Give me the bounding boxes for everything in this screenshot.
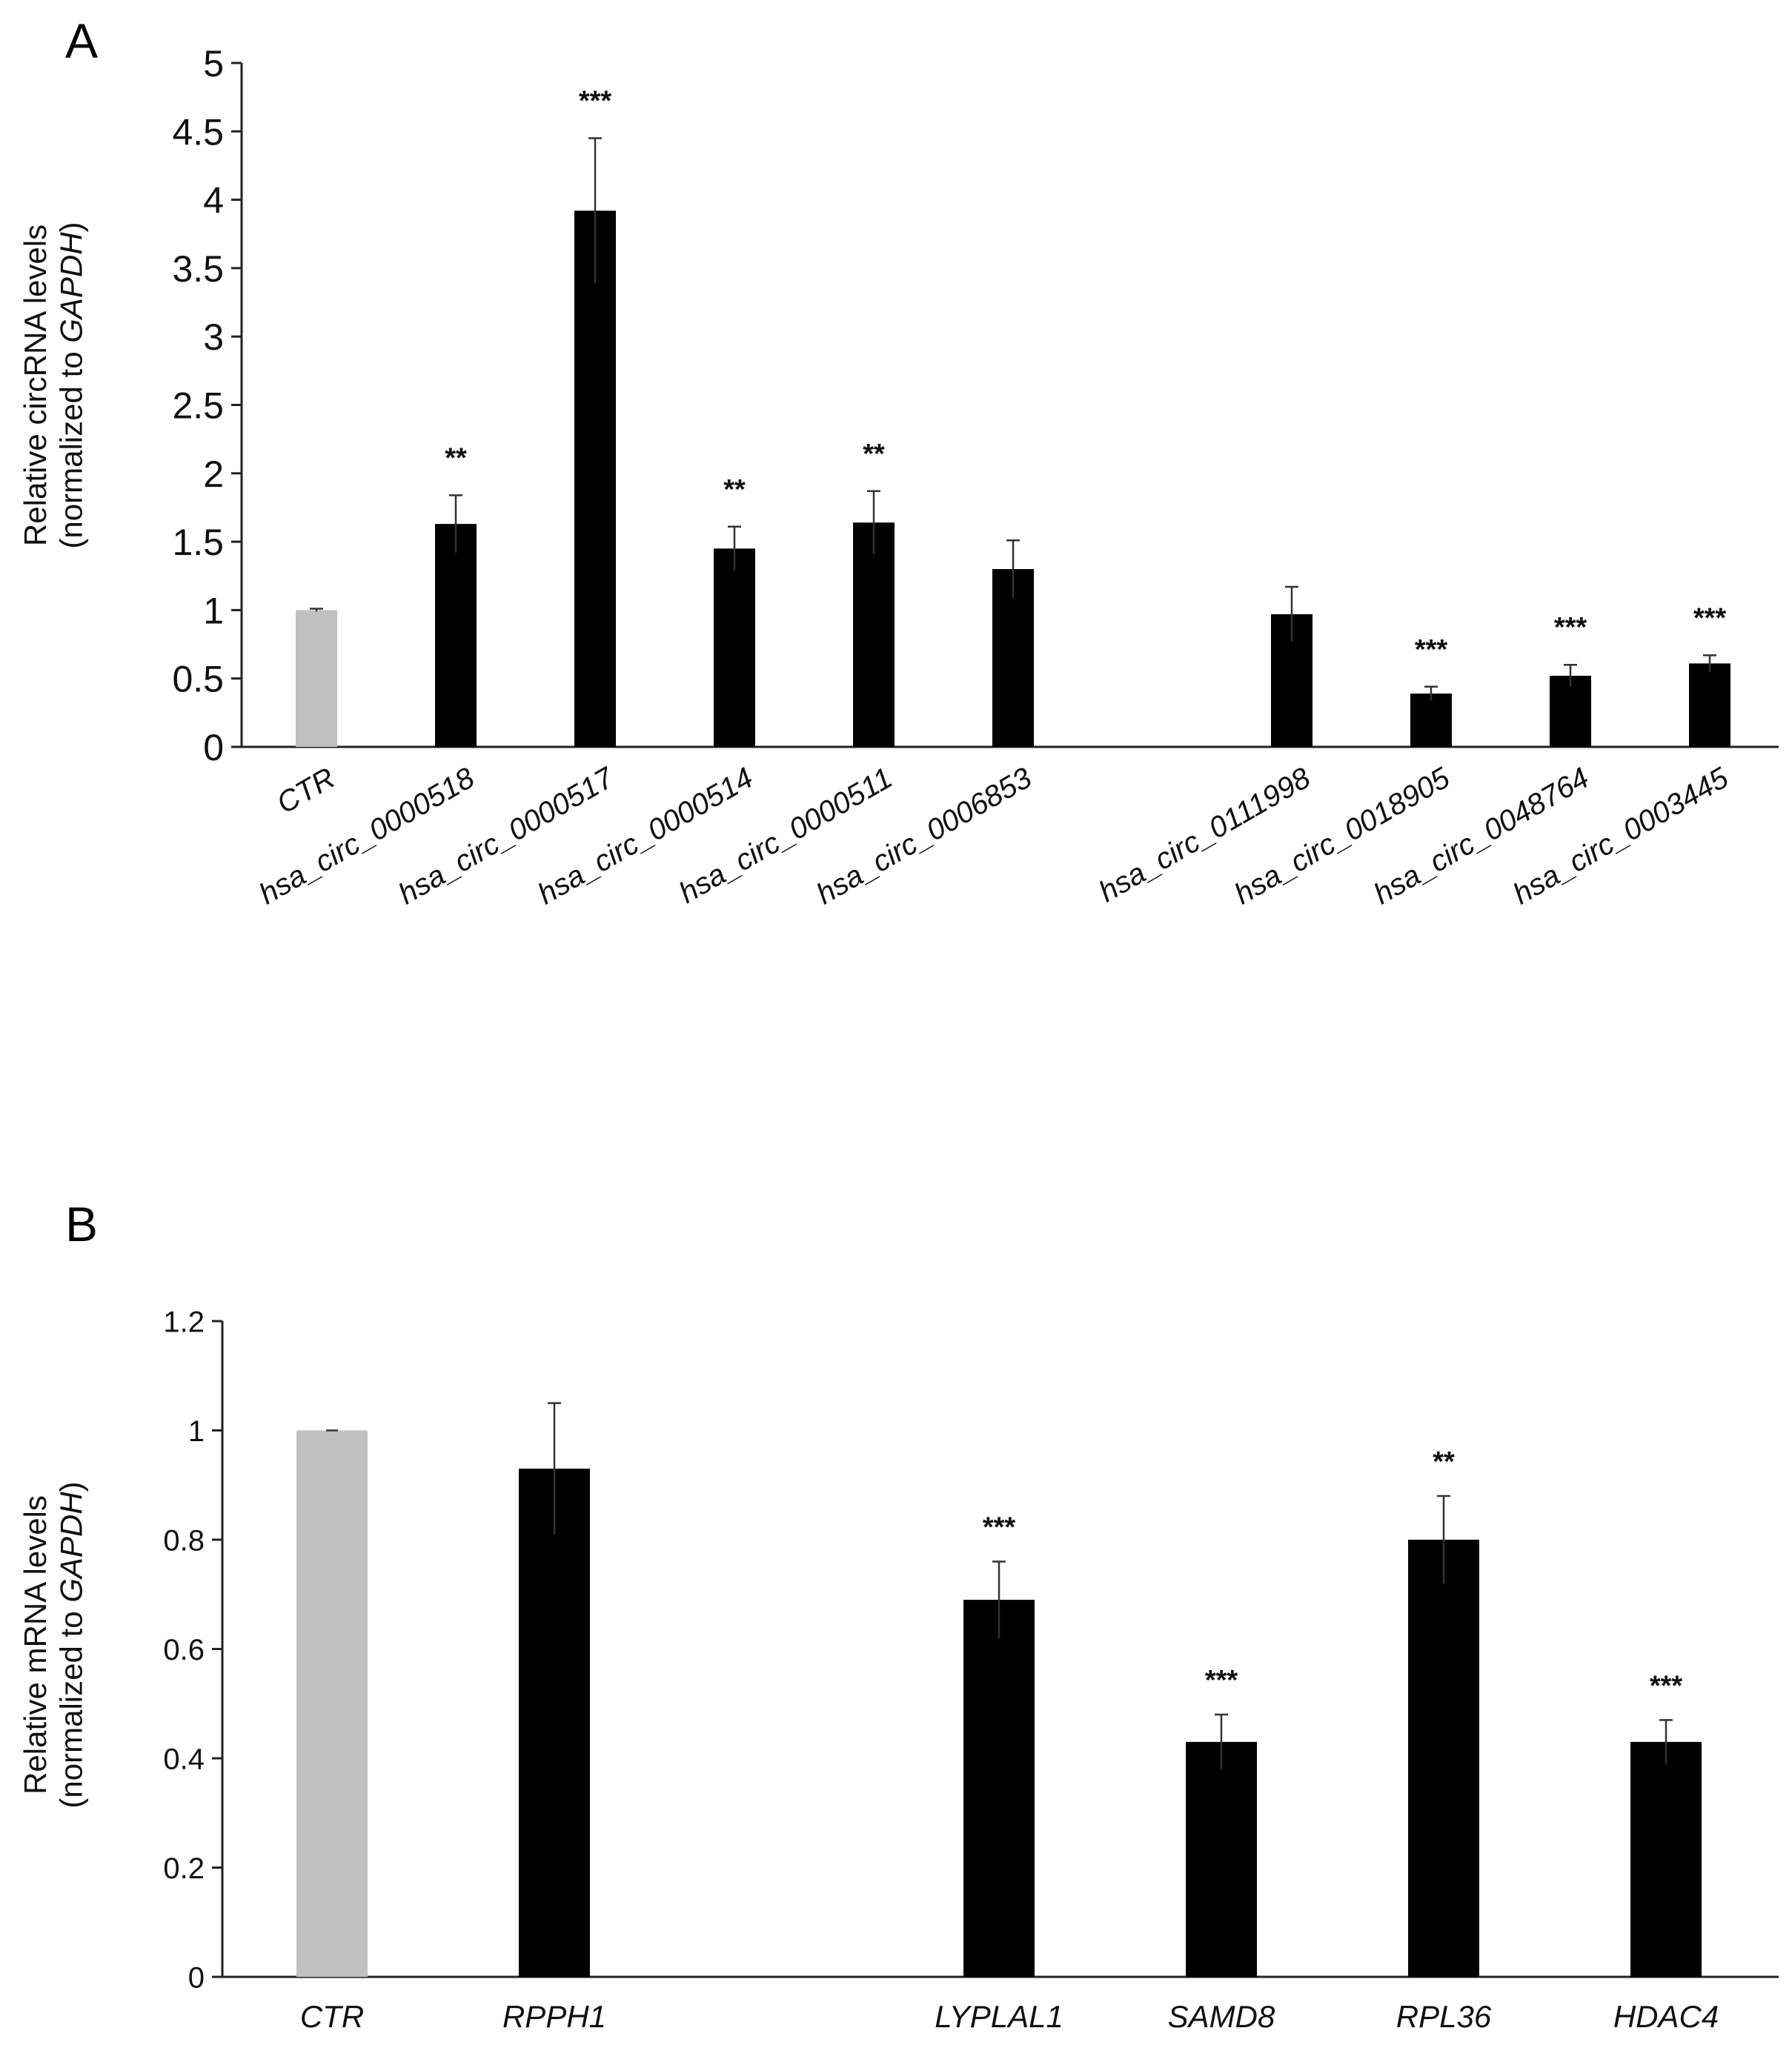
y-tick-label: 0.8 xyxy=(163,1524,205,1557)
y-axis-label-line1: Relative circRNA levels xyxy=(18,225,53,546)
bar xyxy=(1410,694,1452,747)
bar xyxy=(574,210,616,747)
bar xyxy=(1689,663,1730,747)
y-axis-label-line2-gene: GAPDH xyxy=(53,232,88,343)
significance-label: *** xyxy=(1415,634,1448,665)
bar xyxy=(1186,1741,1257,1977)
chart-b: 0 0.2 0.4 0.6 0.8 1 1.2 Relative mRNA levels(no… xyxy=(18,1306,1779,2034)
bar xyxy=(992,569,1034,747)
y-tick-label: 0.5 xyxy=(172,659,224,700)
panel-b-label: B xyxy=(65,1197,98,1251)
y-tick-label: 1 xyxy=(203,590,224,631)
significance-label: *** xyxy=(983,1512,1016,1543)
significance-label: ** xyxy=(723,474,746,505)
y-tick-label: 1.5 xyxy=(172,522,224,563)
significance-label: *** xyxy=(1650,1670,1683,1701)
significance-label: *** xyxy=(579,86,612,117)
category-label: SAMD8 xyxy=(1168,1999,1275,2034)
y-tick-label: 0.6 xyxy=(163,1634,205,1666)
significance-label: *** xyxy=(1693,602,1727,634)
category-label: CTR xyxy=(271,762,340,820)
y-tick-label: 2 xyxy=(203,453,224,495)
significance-label: ** xyxy=(863,439,885,470)
category-label: RPL36 xyxy=(1396,1999,1492,2034)
bar xyxy=(1408,1540,1479,1977)
y-tick-label: 4 xyxy=(203,180,224,222)
significance-label: ** xyxy=(1433,1446,1455,1477)
category-label: LYPLAL1 xyxy=(935,1999,1063,2034)
y-tick-label: 3 xyxy=(203,316,224,358)
y-tick-label: 0 xyxy=(203,727,224,768)
y-axis-label-line2-prefix: (normalized to xyxy=(53,1603,88,1809)
y-axis-label-line2-suffix: ) xyxy=(53,1481,88,1492)
category-label: RPPH1 xyxy=(502,1999,606,2034)
y-tick-label: 5 xyxy=(203,43,224,84)
bar xyxy=(435,524,477,747)
y-axis-label-line1: Relative mRNA levels xyxy=(18,1495,53,1795)
bar xyxy=(853,522,895,747)
y-tick-label: 0.4 xyxy=(163,1743,205,1775)
y-tick-label: 2.5 xyxy=(172,385,224,427)
y-axis-label-line2-suffix: ) xyxy=(53,222,88,232)
bar xyxy=(714,548,755,747)
bar xyxy=(963,1600,1035,1977)
significance-label: *** xyxy=(1205,1665,1238,1696)
chart-a: 0 0.5 1 1.5 2 2.5 3 3.5 4 4.5 5 Relative circRNA le… xyxy=(18,43,1779,911)
y-tick-label: 4.5 xyxy=(172,111,224,153)
y-tick-label: 0 xyxy=(188,1961,205,1994)
bar xyxy=(1630,1741,1702,1977)
y-axis-label: Relative mRNA levels(normalized to GAPDH… xyxy=(18,1481,88,1808)
bar xyxy=(519,1469,590,1977)
bar xyxy=(296,610,337,747)
y-tick-label: 1 xyxy=(188,1415,205,1448)
panel-a-label: A xyxy=(65,13,98,68)
y-tick-label: 0.2 xyxy=(163,1852,205,1885)
y-tick-label: 3.5 xyxy=(172,248,224,290)
bar xyxy=(1550,676,1591,747)
significance-label: ** xyxy=(445,442,467,473)
y-tick-label: 1.2 xyxy=(163,1306,205,1338)
y-axis-label-line2-gene: GAPDH xyxy=(53,1492,88,1603)
category-label: CTR xyxy=(300,1999,364,2034)
y-axis-label: Relative circRNA levels(normalized to GA… xyxy=(18,222,88,548)
y-axis-label-line2-prefix: (normalized to xyxy=(53,343,88,549)
significance-label: *** xyxy=(1554,612,1587,643)
bar xyxy=(296,1430,368,1977)
category-label: HDAC4 xyxy=(1613,1999,1719,2034)
